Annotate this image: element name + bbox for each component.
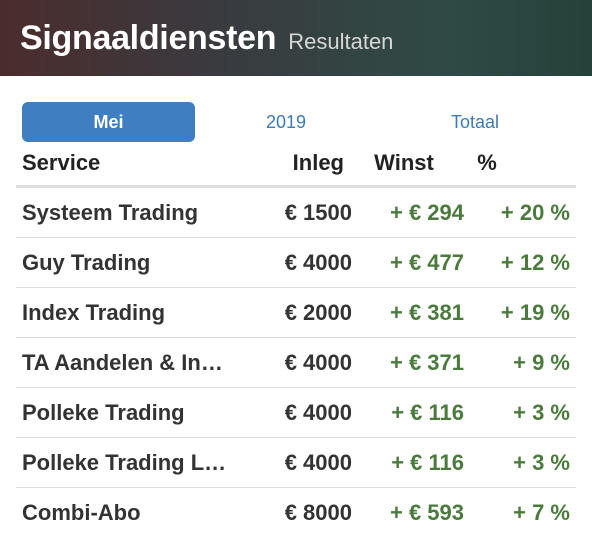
column-header-service: Service <box>22 149 101 175</box>
table-row[interactable]: Index Trading € 2000 + € 381 + 19 % <box>16 288 576 338</box>
table-row[interactable]: Combi-Abo € 8000 + € 593 + 7 % <box>16 488 576 538</box>
percent-value: + 9 % <box>513 349 570 375</box>
table-row[interactable]: Systeem Trading € 1500 + € 294 + 20 % <box>16 188 576 238</box>
percent-value: + 12 % <box>500 249 570 275</box>
service-name: Combi-Abo <box>22 500 141 525</box>
percent-value: + 7 % <box>513 500 570 525</box>
results-table: Service Inleg Winst % Systeem Trading € … <box>16 140 576 538</box>
winst-value: + € 477 <box>389 249 464 275</box>
percent-value: + 20 % <box>500 199 570 225</box>
winst-value: + € 371 <box>389 349 464 375</box>
winst-value: + € 294 <box>389 199 464 225</box>
inleg-value: € 1500 <box>284 199 352 225</box>
service-name: Polleke Trading <box>22 399 185 425</box>
inleg-value: € 2000 <box>284 299 352 325</box>
tab-2019[interactable]: 2019 <box>265 112 307 132</box>
page-title: Signaaldiensten <box>20 18 277 57</box>
winst-value: + € 116 <box>391 399 464 425</box>
inleg-value: € 4000 <box>284 249 352 275</box>
service-name: Polleke Trading L… <box>22 449 227 475</box>
service-name: Index Trading <box>22 299 166 325</box>
column-header-winst: Winst <box>374 149 434 175</box>
winst-value: + € 116 <box>391 449 464 475</box>
page-header: Signaaldiensten Resultaten <box>0 0 592 76</box>
percent-value: + 19 % <box>500 299 570 325</box>
inleg-value: € 4000 <box>284 399 352 425</box>
inleg-value: € 8000 <box>284 500 352 525</box>
service-name: TA Aandelen & In… <box>22 349 223 375</box>
tab-mei[interactable]: Mei <box>22 102 195 142</box>
winst-value: + € 381 <box>389 299 464 325</box>
table-row[interactable]: Polleke Trading € 4000 + € 116 + 3 % <box>16 388 576 438</box>
tab-totaal[interactable]: Totaal <box>450 112 500 132</box>
column-header-percent: % <box>477 149 497 175</box>
percent-value: + 3 % <box>513 399 570 425</box>
winst-value: + € 593 <box>389 500 464 525</box>
column-header-inleg: Inleg <box>292 149 344 175</box>
percent-value: + 3 % <box>513 449 570 475</box>
period-tabs: Mei 2019 Totaal <box>0 76 592 142</box>
page-subtitle: Resultaten <box>288 29 394 54</box>
inleg-value: € 4000 <box>284 349 352 375</box>
table-row[interactable]: Polleke Trading L… € 4000 + € 116 + 3 % <box>16 438 576 488</box>
service-name: Systeem Trading <box>22 199 199 225</box>
inleg-value: € 4000 <box>284 449 352 475</box>
table-row[interactable]: TA Aandelen & In… € 4000 + € 371 + 9 % <box>16 338 576 388</box>
table-header: Service Inleg Winst % <box>16 140 576 188</box>
service-name: Guy Trading <box>22 249 151 275</box>
table-row[interactable]: Guy Trading € 4000 + € 477 + 12 % <box>16 238 576 288</box>
